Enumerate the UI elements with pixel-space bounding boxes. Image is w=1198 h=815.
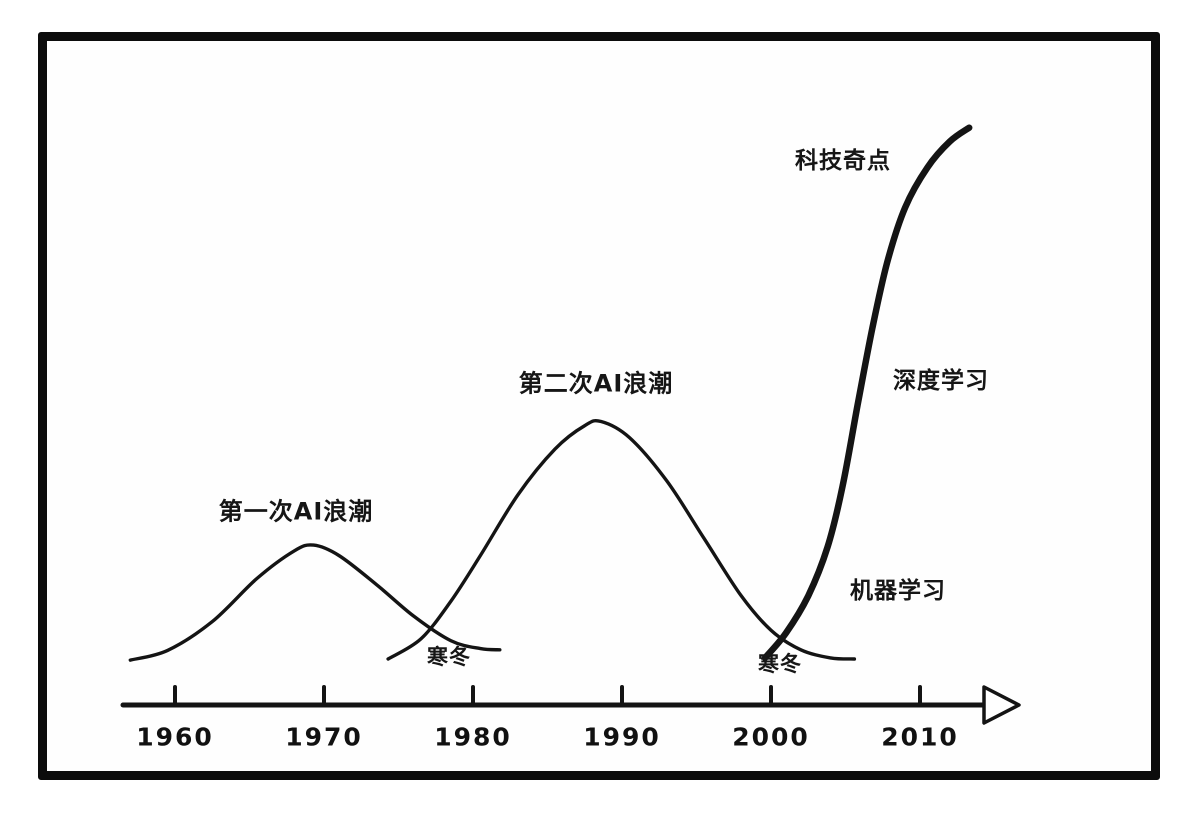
annotation-machine-learning: 机器学习 [850,578,946,604]
x-axis-tick-label: 1990 [583,722,661,752]
x-axis-tick-label: 1960 [136,722,214,752]
x-axis-tick-label: 1980 [434,722,512,752]
annotation-tech-singularity: 科技奇点 [795,148,891,174]
x-axis-tick-label: 2000 [732,722,810,752]
x-axis-tick-label: 2010 [881,722,959,752]
annotation-ai-winter-1: 寒冬 [427,645,471,669]
annotation-ai-winter-2: 寒冬 [758,652,802,676]
annotation-deep-learning: 深度学习 [893,368,989,394]
annotation-second-ai-wave: 第二次AI浪潮 [518,369,674,398]
x-axis-arrow [982,685,1021,725]
second-ai-wave-curve [386,418,857,661]
x-axis-tick-label: 1970 [285,722,363,752]
singularity-curve [761,124,973,662]
first-ai-wave-curve [128,543,502,662]
annotation-first-ai-wave: 第一次AI浪潮 [218,497,374,526]
drawing-frame [38,32,1160,780]
